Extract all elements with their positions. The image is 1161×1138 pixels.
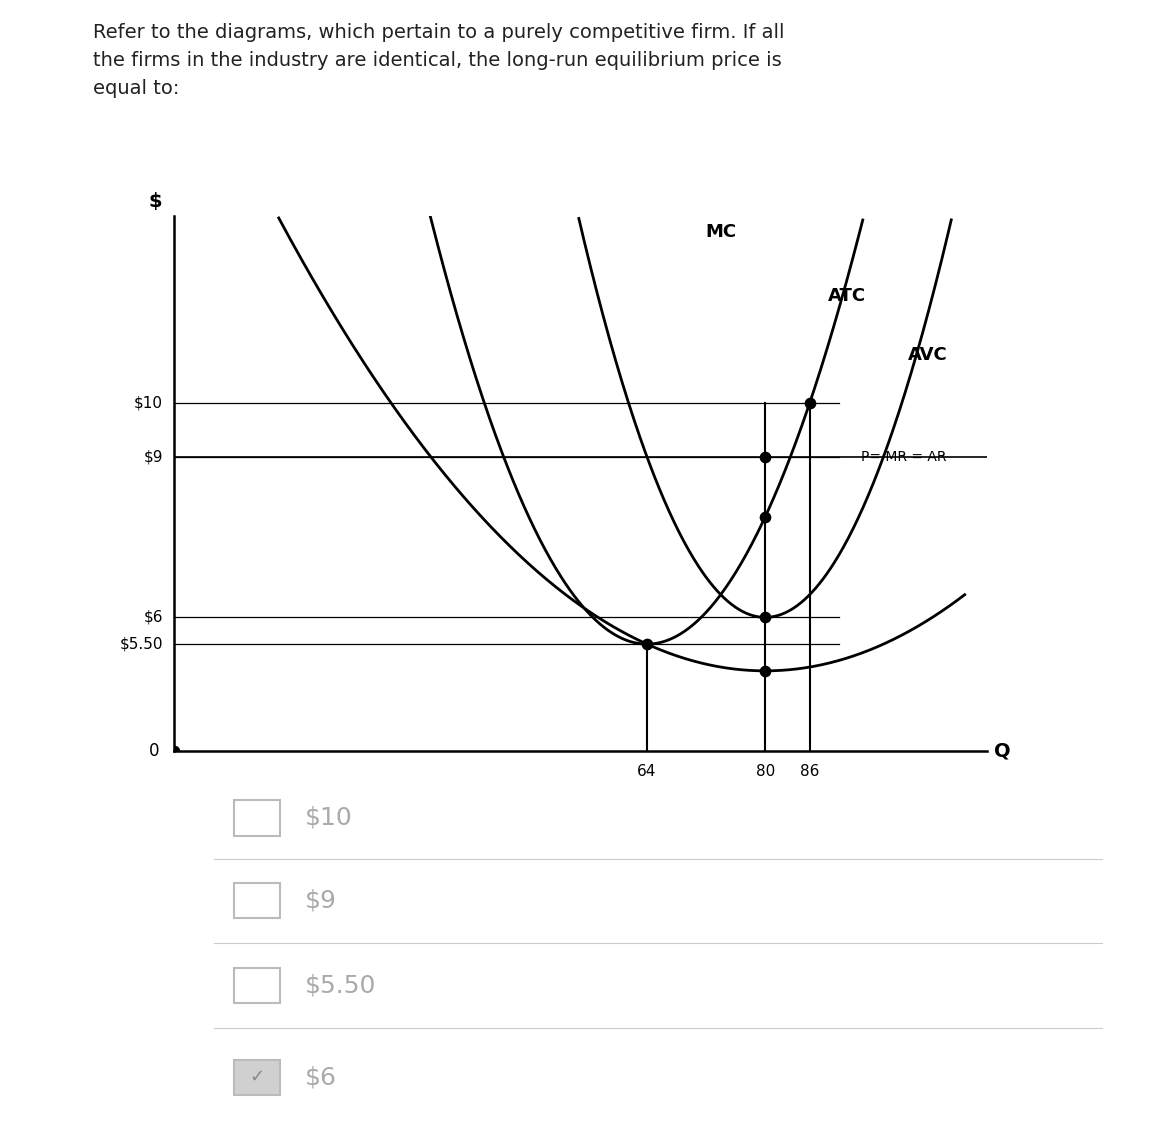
Text: $9: $9 [305, 889, 337, 913]
Text: $: $ [149, 192, 163, 211]
Point [165, 742, 183, 760]
Text: 0: 0 [149, 742, 159, 760]
Text: 80: 80 [756, 765, 774, 780]
Text: 64: 64 [637, 765, 657, 780]
Point [637, 635, 656, 653]
FancyBboxPatch shape [235, 1059, 280, 1095]
Text: $10: $10 [305, 806, 353, 830]
Text: ATC: ATC [828, 288, 866, 305]
Text: 86: 86 [800, 765, 820, 780]
Point [756, 508, 774, 526]
Text: $6: $6 [305, 1065, 337, 1089]
Point [800, 394, 819, 412]
Point [756, 447, 774, 467]
Text: Refer to the diagrams, which pertain to a purely competitive firm. If all
the fi: Refer to the diagrams, which pertain to … [93, 23, 785, 98]
FancyBboxPatch shape [235, 883, 280, 918]
Text: $6: $6 [144, 610, 163, 625]
FancyBboxPatch shape [235, 967, 280, 1004]
Point [756, 608, 774, 626]
Text: $9: $9 [144, 450, 163, 464]
Text: $5.50: $5.50 [305, 973, 376, 998]
Text: MC: MC [706, 223, 736, 241]
Text: ✓: ✓ [250, 1069, 265, 1087]
Text: AVC: AVC [908, 346, 947, 364]
Text: Q: Q [994, 742, 1011, 760]
Point [756, 662, 774, 681]
Text: $10: $10 [134, 396, 163, 411]
FancyBboxPatch shape [235, 800, 280, 835]
Text: $5.50: $5.50 [120, 636, 163, 652]
Text: P= MR = AR: P= MR = AR [861, 450, 946, 464]
